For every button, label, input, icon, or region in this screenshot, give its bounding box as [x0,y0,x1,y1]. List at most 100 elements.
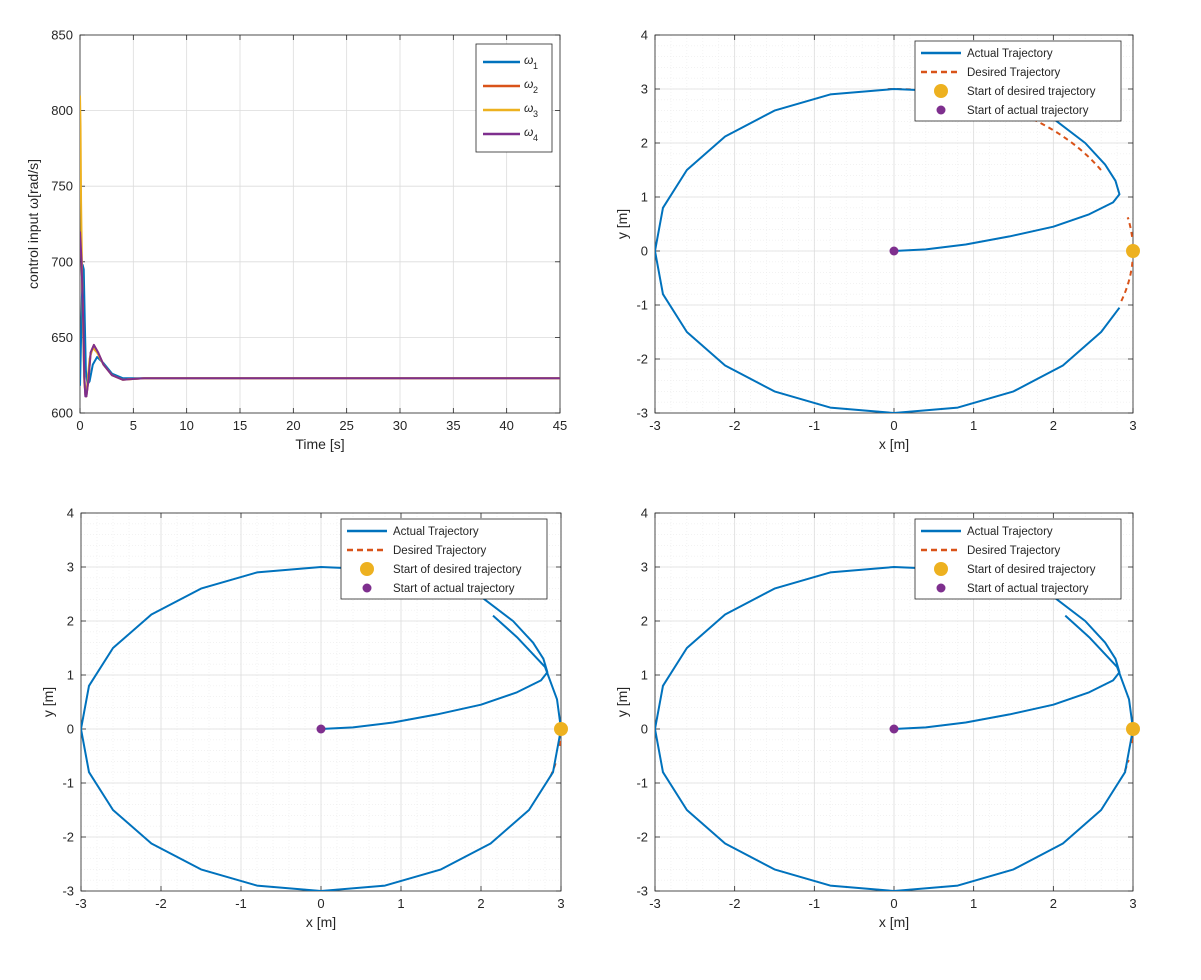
legend-label: ω [524,77,533,91]
legend-swatch [360,562,374,576]
y-tick-label: 750 [51,179,73,194]
x-tick-label: -3 [75,896,87,911]
start-actual-marker [889,724,899,734]
legend-label: Desired Trajectory [967,67,1061,79]
legend-label: Actual Trajectory [967,48,1053,60]
y-tick-label: 0 [641,244,648,259]
series-group [80,95,560,398]
y-tick-label: 2 [641,136,648,151]
legend-label: ω [524,53,533,67]
chart-top-right: -3 -2 -1 0 1 2 3 -3 -2 -1 0 1 2 3 4 x [m] y [m] Actual Tr… [614,28,1140,452]
legend-label: Start of actual trajectory [967,105,1089,117]
x-tick-label: -1 [809,896,821,911]
legend-label: Start of desired trajectory [967,564,1096,576]
legend: Actual Trajectory Desired Trajectory Start… [914,518,1122,600]
x-tick-label: 3 [1129,896,1136,911]
y-tick-label: -2 [636,830,648,845]
legend-label-sub: 1 [533,61,538,71]
y-tick-label: 1 [67,668,74,683]
desired-trajectory-line [1030,117,1102,171]
axes-box [79,34,561,414]
y-tick-label: 2 [641,614,648,629]
x-axis-label: x [m] [306,914,336,930]
y-tick-label: 4 [641,506,648,521]
x-tick-label: 20 [286,418,300,433]
y-axis-label: y [m] [614,687,630,717]
legend-label: ω [524,101,533,115]
legend-label-sub: 3 [533,109,538,119]
legend-box [914,518,1122,600]
x-tick-label: 40 [499,418,513,433]
y-tick-label: -3 [636,884,648,899]
legend-box [340,518,548,600]
series-group [655,566,1133,891]
y-tick-label: -3 [62,884,74,899]
x-tick-label: -3 [649,896,661,911]
x-axis-label: x [m] [879,436,909,452]
legend-swatch [934,84,948,98]
x-tick-label: -3 [649,418,661,433]
chart-bottom-left: -3 -2 -1 0 1 2 3 -3 -2 -1 0 1 2 3 4 x [m] y [m] Actual Tr… [40,506,568,930]
legend-label: Desired Trajectory [967,545,1061,557]
start-actual-marker [316,724,326,734]
x-tick-label: -1 [809,418,821,433]
y-tick-label: 3 [641,82,648,97]
y-tick-label: 1 [641,668,648,683]
legend-label-sub: 2 [533,85,538,95]
x-tick-label: -2 [729,418,741,433]
y-tick-label: 4 [641,28,648,43]
x-tick-label: 30 [393,418,407,433]
y-tick-label: 650 [51,330,73,345]
legend-label: Start of desired trajectory [967,86,1096,98]
x-tick-label: 1 [970,418,977,433]
legend-label: Start of desired trajectory [393,564,522,576]
legend-label: Start of actual trajectory [967,583,1089,595]
y-tick-label: 1 [641,190,648,205]
x-tick-label: 2 [1050,896,1057,911]
x-tick-label: 1 [397,896,404,911]
legend-swatch [936,105,946,115]
series-group [655,87,1133,413]
legend-label-sub: 4 [533,133,538,143]
y-tick-label: 600 [51,406,73,421]
legend-swatch [936,583,946,593]
y-tick-label: 700 [51,254,73,269]
y-tick-label: -3 [636,406,648,421]
y-tick-label: -1 [636,776,648,791]
legend-swatch [934,562,948,576]
legend-swatch [362,583,372,593]
actual-trajectory-line [655,88,1121,413]
x-tick-label: 0 [317,896,324,911]
x-tick-label: 25 [339,418,353,433]
x-tick-label: 3 [1129,418,1136,433]
start-desired-marker [554,722,568,736]
legend-label: Actual Trajectory [967,526,1053,538]
legend-box [914,40,1122,122]
y-tick-label: 3 [641,560,648,575]
chart-bottom-right: -3 -2 -1 0 1 2 3 -3 -2 -1 0 1 2 3 4 x [m] y [m] Actual Tr… [614,506,1140,930]
y-tick-label: 850 [51,28,73,43]
legend: Actual Trajectory Desired Trajectory Start… [340,518,548,600]
y-tick-label: 0 [67,722,74,737]
x-tick-label: 35 [446,418,460,433]
legend: ω 1ω 2ω 3ω 4 [475,43,553,153]
start-desired-marker [1126,244,1140,258]
x-tick-label: 10 [179,418,193,433]
x-tick-label: 3 [557,896,564,911]
legend-label: ω [524,125,533,139]
y-tick-label: 0 [641,722,648,737]
x-tick-label: 2 [1050,418,1057,433]
y-tick-label: 2 [67,614,74,629]
desired-trajectory-line [1120,242,1133,302]
desired-trajectory-line [1131,734,1133,744]
x-tick-label: 2 [477,896,484,911]
x-tick-label: -2 [729,896,741,911]
x-axis-label: Time [s] [295,436,344,452]
y-tick-label: -2 [636,352,648,367]
legend-label: Desired Trajectory [393,545,487,557]
y-tick-label: -2 [62,830,74,845]
actual-trajectory-line [81,566,561,891]
start-actual-marker [889,246,899,256]
x-tick-label: 45 [553,418,567,433]
